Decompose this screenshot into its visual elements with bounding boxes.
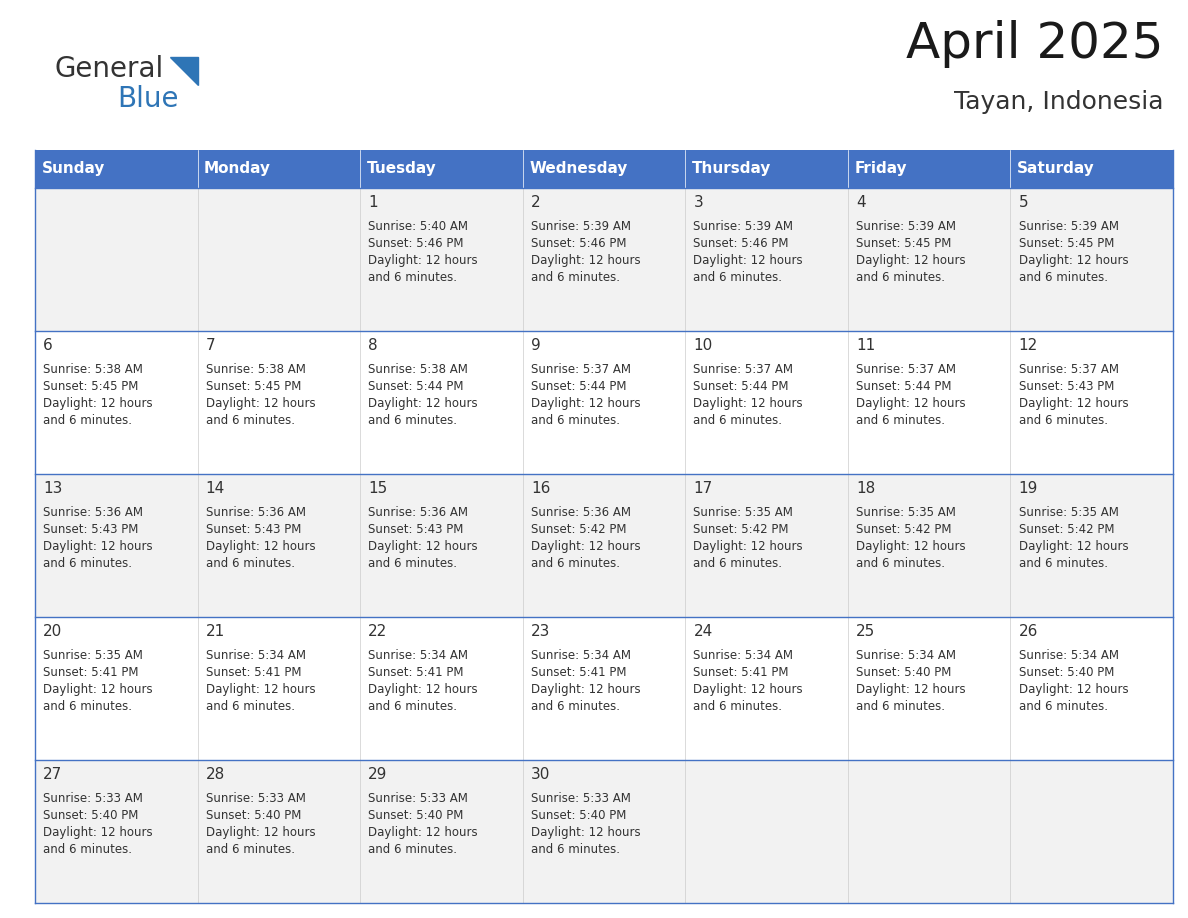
Text: Sunrise: 5:34 AM
Sunset: 5:41 PM
Daylight: 12 hours
and 6 minutes.: Sunrise: 5:34 AM Sunset: 5:41 PM Dayligh… [368, 649, 478, 713]
Text: 19: 19 [1018, 481, 1038, 496]
Text: Sunrise: 5:39 AM
Sunset: 5:46 PM
Daylight: 12 hours
and 6 minutes.: Sunrise: 5:39 AM Sunset: 5:46 PM Dayligh… [531, 220, 640, 284]
Text: 24: 24 [694, 624, 713, 639]
Text: 30: 30 [531, 767, 550, 782]
Text: Sunrise: 5:37 AM
Sunset: 5:44 PM
Daylight: 12 hours
and 6 minutes.: Sunrise: 5:37 AM Sunset: 5:44 PM Dayligh… [531, 363, 640, 427]
Text: 6: 6 [43, 338, 53, 353]
Bar [34, 617, 1173, 760]
Text: 9: 9 [531, 338, 541, 353]
Text: Thursday: Thursday [691, 162, 771, 176]
Bar [34, 150, 1173, 188]
Text: 28: 28 [206, 767, 225, 782]
Text: 1: 1 [368, 195, 378, 210]
Text: Sunrise: 5:36 AM
Sunset: 5:42 PM
Daylight: 12 hours
and 6 minutes.: Sunrise: 5:36 AM Sunset: 5:42 PM Dayligh… [531, 506, 640, 570]
Text: Sunrise: 5:36 AM
Sunset: 5:43 PM
Daylight: 12 hours
and 6 minutes.: Sunrise: 5:36 AM Sunset: 5:43 PM Dayligh… [206, 506, 315, 570]
Text: 7: 7 [206, 338, 215, 353]
Text: Sunrise: 5:34 AM
Sunset: 5:41 PM
Daylight: 12 hours
and 6 minutes.: Sunrise: 5:34 AM Sunset: 5:41 PM Dayligh… [206, 649, 315, 713]
Text: Monday: Monday [204, 162, 271, 176]
Text: 8: 8 [368, 338, 378, 353]
Text: 12: 12 [1018, 338, 1038, 353]
Text: Sunrise: 5:37 AM
Sunset: 5:43 PM
Daylight: 12 hours
and 6 minutes.: Sunrise: 5:37 AM Sunset: 5:43 PM Dayligh… [1018, 363, 1129, 427]
Text: April 2025: April 2025 [905, 20, 1163, 68]
Text: Sunrise: 5:37 AM
Sunset: 5:44 PM
Daylight: 12 hours
and 6 minutes.: Sunrise: 5:37 AM Sunset: 5:44 PM Dayligh… [694, 363, 803, 427]
Text: Tayan, Indonesia: Tayan, Indonesia [954, 90, 1163, 114]
Text: 21: 21 [206, 624, 225, 639]
Text: 22: 22 [368, 624, 387, 639]
Text: Sunrise: 5:39 AM
Sunset: 5:45 PM
Daylight: 12 hours
and 6 minutes.: Sunrise: 5:39 AM Sunset: 5:45 PM Dayligh… [1018, 220, 1129, 284]
Text: Sunrise: 5:34 AM
Sunset: 5:40 PM
Daylight: 12 hours
and 6 minutes.: Sunrise: 5:34 AM Sunset: 5:40 PM Dayligh… [857, 649, 966, 713]
Text: Saturday: Saturday [1017, 162, 1094, 176]
Text: Sunrise: 5:34 AM
Sunset: 5:41 PM
Daylight: 12 hours
and 6 minutes.: Sunrise: 5:34 AM Sunset: 5:41 PM Dayligh… [531, 649, 640, 713]
Text: Friday: Friday [854, 162, 906, 176]
Text: Sunrise: 5:35 AM
Sunset: 5:42 PM
Daylight: 12 hours
and 6 minutes.: Sunrise: 5:35 AM Sunset: 5:42 PM Dayligh… [694, 506, 803, 570]
Text: 17: 17 [694, 481, 713, 496]
Bar [34, 188, 1173, 331]
Text: Sunrise: 5:35 AM
Sunset: 5:41 PM
Daylight: 12 hours
and 6 minutes.: Sunrise: 5:35 AM Sunset: 5:41 PM Dayligh… [43, 649, 153, 713]
Text: 10: 10 [694, 338, 713, 353]
Text: Sunrise: 5:33 AM
Sunset: 5:40 PM
Daylight: 12 hours
and 6 minutes.: Sunrise: 5:33 AM Sunset: 5:40 PM Dayligh… [206, 792, 315, 856]
Text: Sunrise: 5:35 AM
Sunset: 5:42 PM
Daylight: 12 hours
and 6 minutes.: Sunrise: 5:35 AM Sunset: 5:42 PM Dayligh… [857, 506, 966, 570]
Text: Sunrise: 5:37 AM
Sunset: 5:44 PM
Daylight: 12 hours
and 6 minutes.: Sunrise: 5:37 AM Sunset: 5:44 PM Dayligh… [857, 363, 966, 427]
Text: Sunrise: 5:38 AM
Sunset: 5:45 PM
Daylight: 12 hours
and 6 minutes.: Sunrise: 5:38 AM Sunset: 5:45 PM Dayligh… [43, 363, 153, 427]
Text: 27: 27 [43, 767, 63, 782]
Text: 25: 25 [857, 624, 876, 639]
Text: 29: 29 [368, 767, 387, 782]
Text: 23: 23 [531, 624, 550, 639]
Text: 13: 13 [43, 481, 63, 496]
Text: Sunrise: 5:33 AM
Sunset: 5:40 PM
Daylight: 12 hours
and 6 minutes.: Sunrise: 5:33 AM Sunset: 5:40 PM Dayligh… [368, 792, 478, 856]
Text: Sunrise: 5:40 AM
Sunset: 5:46 PM
Daylight: 12 hours
and 6 minutes.: Sunrise: 5:40 AM Sunset: 5:46 PM Dayligh… [368, 220, 478, 284]
Text: Sunrise: 5:39 AM
Sunset: 5:46 PM
Daylight: 12 hours
and 6 minutes.: Sunrise: 5:39 AM Sunset: 5:46 PM Dayligh… [694, 220, 803, 284]
Bar [34, 760, 1173, 903]
Text: 11: 11 [857, 338, 876, 353]
Text: Sunrise: 5:33 AM
Sunset: 5:40 PM
Daylight: 12 hours
and 6 minutes.: Sunrise: 5:33 AM Sunset: 5:40 PM Dayligh… [43, 792, 153, 856]
Text: 14: 14 [206, 481, 225, 496]
Text: Sunrise: 5:35 AM
Sunset: 5:42 PM
Daylight: 12 hours
and 6 minutes.: Sunrise: 5:35 AM Sunset: 5:42 PM Dayligh… [1018, 506, 1129, 570]
Text: Tuesday: Tuesday [367, 162, 436, 176]
Text: Sunrise: 5:36 AM
Sunset: 5:43 PM
Daylight: 12 hours
and 6 minutes.: Sunrise: 5:36 AM Sunset: 5:43 PM Dayligh… [368, 506, 478, 570]
Bar [34, 331, 1173, 474]
Text: 20: 20 [43, 624, 63, 639]
Text: 4: 4 [857, 195, 866, 210]
Text: Sunrise: 5:34 AM
Sunset: 5:41 PM
Daylight: 12 hours
and 6 minutes.: Sunrise: 5:34 AM Sunset: 5:41 PM Dayligh… [694, 649, 803, 713]
Text: Blue: Blue [116, 85, 178, 113]
Text: Sunrise: 5:38 AM
Sunset: 5:45 PM
Daylight: 12 hours
and 6 minutes.: Sunrise: 5:38 AM Sunset: 5:45 PM Dayligh… [206, 363, 315, 427]
Text: 2: 2 [531, 195, 541, 210]
Text: Sunday: Sunday [42, 162, 105, 176]
Text: Sunrise: 5:39 AM
Sunset: 5:45 PM
Daylight: 12 hours
and 6 minutes.: Sunrise: 5:39 AM Sunset: 5:45 PM Dayligh… [857, 220, 966, 284]
Text: Wednesday: Wednesday [529, 162, 627, 176]
Text: Sunrise: 5:38 AM
Sunset: 5:44 PM
Daylight: 12 hours
and 6 minutes.: Sunrise: 5:38 AM Sunset: 5:44 PM Dayligh… [368, 363, 478, 427]
Text: 5: 5 [1018, 195, 1028, 210]
Text: Sunrise: 5:34 AM
Sunset: 5:40 PM
Daylight: 12 hours
and 6 minutes.: Sunrise: 5:34 AM Sunset: 5:40 PM Dayligh… [1018, 649, 1129, 713]
Text: 26: 26 [1018, 624, 1038, 639]
Text: 3: 3 [694, 195, 703, 210]
Text: 15: 15 [368, 481, 387, 496]
Text: General: General [55, 55, 164, 83]
Text: Sunrise: 5:33 AM
Sunset: 5:40 PM
Daylight: 12 hours
and 6 minutes.: Sunrise: 5:33 AM Sunset: 5:40 PM Dayligh… [531, 792, 640, 856]
Text: 16: 16 [531, 481, 550, 496]
Text: 18: 18 [857, 481, 876, 496]
Polygon shape [170, 57, 198, 85]
Bar [34, 474, 1173, 617]
Text: Sunrise: 5:36 AM
Sunset: 5:43 PM
Daylight: 12 hours
and 6 minutes.: Sunrise: 5:36 AM Sunset: 5:43 PM Dayligh… [43, 506, 153, 570]
